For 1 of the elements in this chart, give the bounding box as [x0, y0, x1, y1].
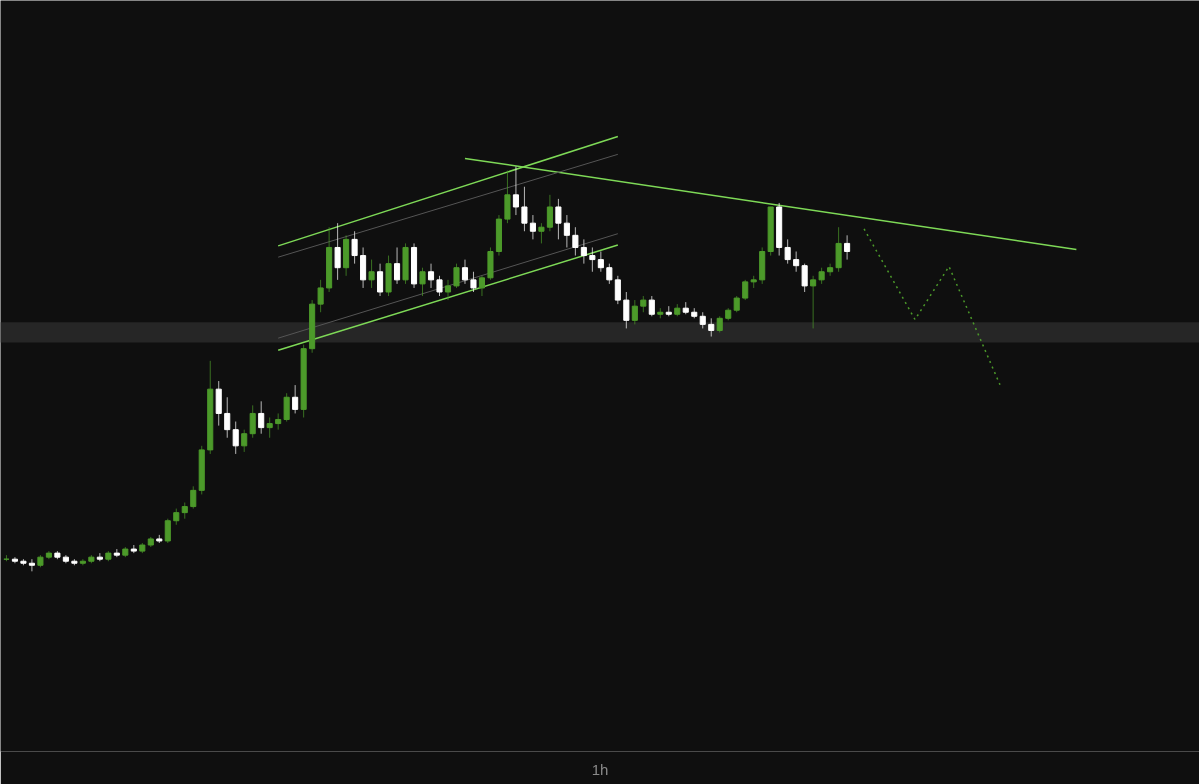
text: 1h	[591, 760, 609, 778]
